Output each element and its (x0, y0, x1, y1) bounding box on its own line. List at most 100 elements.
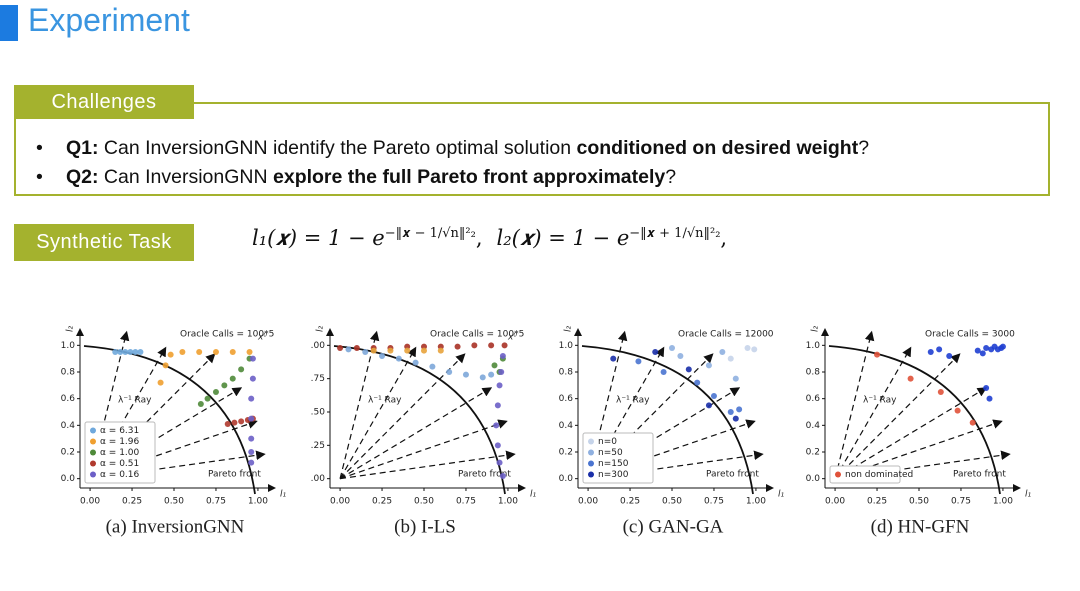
point (677, 353, 684, 359)
charts: 0.00 0.25 0.50 0.75 1.00 0.0 0.2 0.4 0.6 0.8 1.0 l₁… (61, 325, 1032, 537)
legend-box (84, 421, 156, 484)
x-tick-label: 0.25 (122, 497, 142, 507)
point (117, 349, 124, 355)
legend-label: n=50 (598, 448, 623, 458)
formula-term: l₂(𝒙) = 1 − e (496, 226, 630, 250)
y-tick-label: 1.0 (806, 341, 821, 351)
legend-label: n=300 (598, 470, 629, 480)
y-tick-label: .75 (311, 374, 325, 384)
x-tick-label: 0.00 (825, 497, 845, 507)
y-tick-label: 0.0 (61, 474, 76, 484)
legend-label: α = 1.00 (100, 448, 140, 458)
y-tick-label: 0.2 (806, 448, 820, 458)
point (137, 349, 144, 355)
x-tick-label: 1.00 (498, 497, 518, 507)
point (246, 349, 253, 355)
point (412, 359, 419, 366)
point (974, 347, 981, 354)
ray-label: λ⁻¹ Ray (118, 396, 152, 406)
point (488, 371, 495, 378)
front-label: Pareto front (208, 470, 261, 480)
point (395, 355, 402, 362)
point (353, 345, 360, 351)
ray (89, 387, 243, 480)
point (196, 349, 203, 355)
point (249, 355, 256, 362)
legend-label: α = 0.16 (100, 470, 140, 480)
point (874, 351, 881, 358)
point (494, 442, 501, 449)
y-tick-label: 0.4 (61, 421, 76, 431)
point (229, 349, 236, 355)
point (132, 349, 139, 355)
question-text: conditioned on desired weight (576, 137, 859, 159)
point (162, 362, 169, 369)
legend-swatch (588, 438, 594, 445)
point (660, 369, 667, 375)
point (907, 375, 914, 382)
point (705, 362, 712, 369)
x-axis-label: l₁ (280, 490, 287, 500)
y-axis-label: l₂ (564, 325, 574, 332)
legend-label: α = 6.31 (100, 426, 139, 436)
legend-swatch (90, 427, 96, 434)
point (491, 362, 498, 369)
front-label: Pareto front (953, 470, 1006, 480)
point (732, 375, 739, 382)
chart-title: Oracle Calls = 100*5 (180, 330, 274, 340)
y-tick-label: 0.8 (559, 368, 574, 378)
ray-label: λ⁻¹ Ray (863, 396, 897, 406)
point (983, 385, 990, 391)
x-tick-label: 1.00 (746, 497, 766, 507)
point (936, 346, 943, 353)
point (710, 393, 717, 399)
legend-label: α = 1.96 (100, 437, 140, 447)
ray (834, 353, 961, 480)
point (454, 343, 461, 350)
x-axis-label: l₁ (1025, 490, 1032, 500)
point (238, 418, 245, 425)
y-axis-label: l₂ (811, 325, 821, 332)
legend-box (829, 465, 901, 484)
legend-swatch (588, 471, 594, 478)
legend-swatch (835, 471, 841, 478)
point (248, 395, 255, 402)
ray (339, 450, 516, 480)
ray (834, 330, 875, 479)
formula-term: l₁(𝒙) = 1 − e (252, 226, 385, 250)
x-tick-label: 0.75 (206, 497, 226, 507)
legend-label: n=0 (598, 437, 617, 447)
point (499, 353, 506, 359)
point (179, 349, 186, 355)
point (937, 389, 944, 395)
x-tick-label: 1.00 (248, 497, 268, 507)
question-text: Can InversionGNN (98, 166, 273, 188)
point (493, 422, 500, 429)
pareto-front (828, 345, 1001, 495)
ray-label: λ⁻¹ Ray (368, 396, 402, 406)
point (727, 409, 734, 415)
point (685, 366, 692, 373)
point (719, 349, 726, 355)
x-tick-label: 1.00 (993, 497, 1013, 507)
legend-swatch (588, 449, 594, 456)
ray (834, 419, 1003, 480)
ray-label: λ⁻¹ Ray (616, 396, 650, 406)
x-tick-label: 0.25 (620, 497, 640, 507)
point (212, 349, 219, 355)
legend-swatch (588, 460, 594, 467)
y-tick-label: .00 (311, 474, 326, 484)
question-text: ? (858, 137, 870, 159)
point (979, 350, 986, 357)
question: • Q2: Can InversionGNN explore the full P… (36, 166, 677, 188)
point (446, 369, 453, 375)
point (969, 419, 976, 426)
caption: (b) I-LS (394, 516, 456, 537)
y-tick-label: 0.2 (559, 448, 573, 458)
chart-title: Oracle Calls = 3000 (925, 330, 1015, 340)
point (954, 407, 961, 414)
point (127, 349, 134, 355)
x-tick-label: 0.50 (164, 497, 184, 507)
point (429, 363, 436, 370)
